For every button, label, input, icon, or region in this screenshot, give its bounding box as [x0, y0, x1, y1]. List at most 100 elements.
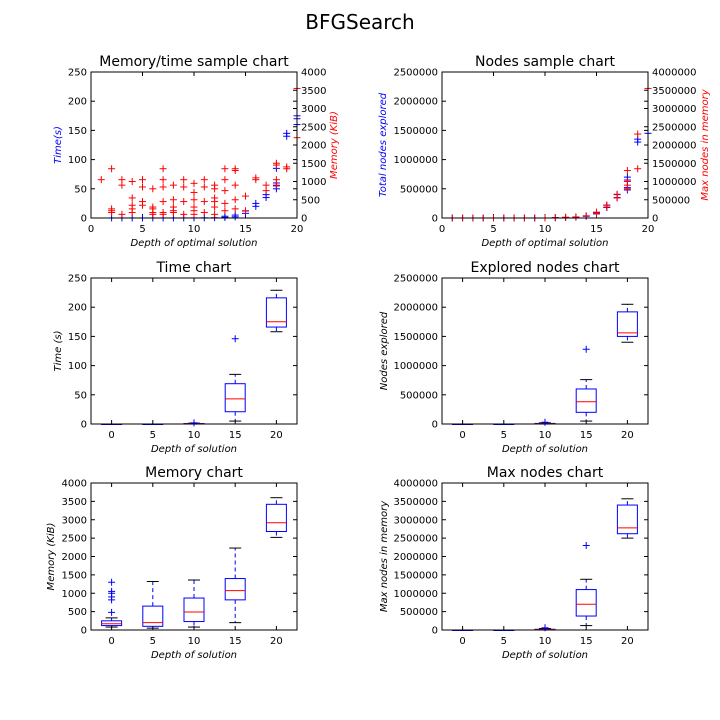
outlier-point: [582, 345, 590, 353]
box-body: [265, 297, 287, 328]
data-point: [149, 210, 157, 218]
x-axis-label: Depth of solution: [502, 650, 588, 661]
x-tick-label: 5: [501, 636, 507, 647]
data-point: [272, 181, 280, 189]
y-tick-label: 200: [68, 97, 87, 108]
y-tick-label: 0: [432, 214, 438, 225]
figure-title: BFGSearch: [305, 10, 414, 34]
data-point: [231, 196, 239, 204]
data-point: [231, 205, 239, 213]
y-right-tick-label: 4000000: [652, 68, 697, 79]
chart-title: Memory chart: [145, 465, 243, 481]
y-tick-label: 1500: [62, 570, 87, 581]
x-tick-label: 0: [459, 430, 465, 441]
box-20: [265, 497, 287, 538]
data-point: [190, 196, 198, 204]
outlier-point: [108, 587, 116, 595]
plot-frame: [441, 482, 649, 631]
x-tick-label: 15: [229, 636, 242, 647]
y-tick-label: 0: [81, 420, 87, 431]
y-right-tick-label: 2000000: [652, 141, 697, 152]
chart-title: Explored nodes chart: [471, 260, 620, 276]
y-axis-label: Total nodes explored: [378, 92, 389, 197]
data-point: [180, 176, 188, 184]
y-right-tick-label: 1000: [301, 177, 326, 188]
y-right-tick-label: 2000: [301, 141, 326, 152]
data-point: [283, 129, 291, 137]
x-tick-label: 20: [621, 636, 634, 647]
data-point: [200, 183, 208, 191]
plot-frame: [90, 482, 298, 631]
data-point: [572, 213, 580, 221]
box-body: [224, 383, 246, 413]
data-point: [211, 185, 219, 193]
box-5: [142, 580, 164, 629]
data-point: [231, 181, 239, 189]
y-tick-label: 1500000: [393, 126, 438, 137]
y-tick-label: 50: [74, 184, 87, 195]
y-tick-label: 100: [68, 361, 87, 372]
y-axis-right-label: Max nodes in memory: [700, 88, 711, 200]
data-point: [108, 209, 116, 217]
data-point: [159, 183, 167, 191]
x-axis-label: Depth of optimal solution: [481, 238, 608, 249]
y-axis-label: Nodes explored: [379, 311, 390, 390]
y-right-tick-label: 4000: [301, 68, 326, 79]
y-right-tick-label: 3000000: [652, 104, 697, 115]
data-point: [242, 207, 249, 215]
data-point: [118, 181, 126, 189]
y-right-tick-label: 3000: [301, 104, 326, 115]
box-20: [616, 498, 638, 539]
data-point: [283, 165, 291, 173]
y-tick-label: 4000: [62, 479, 87, 490]
box-body: [616, 311, 638, 337]
data-point: [159, 165, 167, 173]
x-tick-label: 15: [239, 224, 252, 235]
outlier-point: [108, 578, 116, 586]
y-tick-label: 2500: [62, 534, 87, 545]
y-axis-label: Time(s): [53, 126, 64, 164]
y-tick-label: 1000000: [393, 361, 438, 372]
y-right-tick-label: 3500: [301, 86, 326, 97]
y-tick-label: 200: [68, 303, 87, 314]
chart-title: Memory/time sample chart: [99, 54, 289, 70]
y-tick-label: 2000: [62, 552, 87, 563]
data-point: [634, 130, 642, 138]
x-tick-label: 15: [590, 224, 603, 235]
data-point: [221, 187, 229, 195]
outlier-point: [190, 419, 198, 427]
box-body: [616, 504, 638, 535]
box-20: [265, 289, 287, 333]
data-point: [128, 194, 136, 202]
x-tick-label: 0: [108, 430, 114, 441]
y-tick-label: 0: [432, 626, 438, 637]
outlier-point: [541, 418, 549, 426]
y-tick-label: 150: [68, 332, 87, 343]
y-tick-label: 1000000: [393, 589, 438, 600]
y-tick-label: 250: [68, 274, 87, 285]
x-tick-label: 5: [490, 224, 496, 235]
data-point: [221, 176, 229, 184]
box-body: [265, 503, 287, 533]
y-tick-label: 150: [68, 126, 87, 137]
y-tick-label: 250: [68, 68, 87, 79]
y-tick-label: 2000000: [393, 97, 438, 108]
data-point: [252, 199, 260, 207]
y-tick-label: 2000000: [393, 303, 438, 314]
x-tick-label: 15: [580, 430, 593, 441]
y-tick-label: 2000000: [393, 552, 438, 563]
x-tick-label: 5: [139, 224, 145, 235]
data-point: [159, 210, 167, 218]
y-right-tick-label: 1000000: [652, 177, 697, 188]
box-body: [183, 597, 205, 623]
outlier-point: [231, 335, 239, 343]
data-point: [169, 209, 177, 217]
y-tick-label: 3000000: [393, 515, 438, 526]
y-tick-label: 3000: [62, 515, 87, 526]
x-tick-label: 0: [88, 224, 94, 235]
data-point: [252, 174, 260, 182]
data-point: [159, 176, 167, 184]
data-point: [200, 176, 208, 184]
x-axis-label: Depth of solution: [151, 444, 237, 455]
